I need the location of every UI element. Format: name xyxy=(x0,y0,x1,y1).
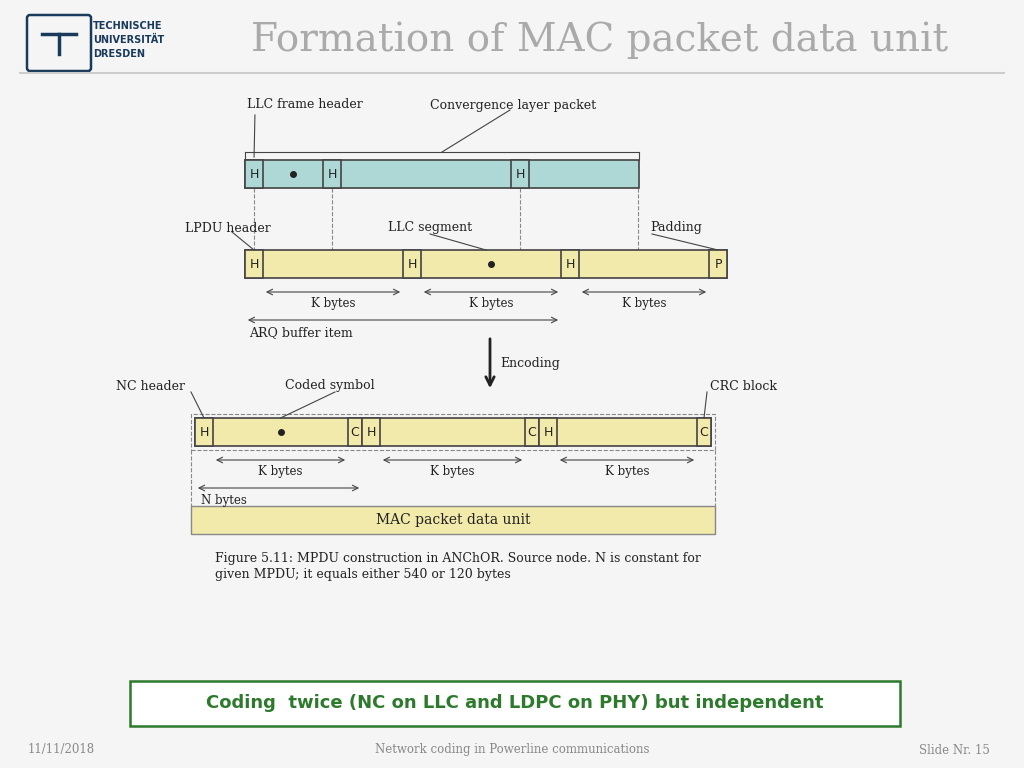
Text: K bytes: K bytes xyxy=(310,297,355,310)
Text: C: C xyxy=(350,425,359,439)
Text: Padding: Padding xyxy=(650,221,701,234)
Text: Encoding: Encoding xyxy=(500,357,560,370)
Text: Convergence layer packet: Convergence layer packet xyxy=(430,98,596,111)
Text: K bytes: K bytes xyxy=(430,465,475,478)
Text: N bytes: N bytes xyxy=(201,494,247,507)
Text: H: H xyxy=(200,425,209,439)
Text: NC header: NC header xyxy=(116,379,185,392)
Text: K bytes: K bytes xyxy=(469,297,513,310)
Text: H: H xyxy=(565,257,574,270)
Bar xyxy=(195,418,213,446)
Text: TECHNISCHE: TECHNISCHE xyxy=(93,21,163,31)
Text: Coding  twice (NC on LLC and LDPC on PHY) but independent: Coding twice (NC on LLC and LDPC on PHY)… xyxy=(206,694,823,713)
Text: C: C xyxy=(699,425,709,439)
Text: UNIVERSITÄT: UNIVERSITÄT xyxy=(93,35,164,45)
Bar xyxy=(245,160,263,188)
Bar xyxy=(323,160,341,188)
Text: K bytes: K bytes xyxy=(605,465,649,478)
Bar xyxy=(561,250,579,278)
Bar xyxy=(130,681,900,726)
Bar xyxy=(511,160,529,188)
Text: H: H xyxy=(328,167,337,180)
Text: MAC packet data unit: MAC packet data unit xyxy=(376,513,530,527)
Bar xyxy=(697,418,711,446)
Bar xyxy=(191,506,715,534)
Bar xyxy=(525,418,539,446)
Bar xyxy=(245,160,639,188)
Text: H: H xyxy=(249,167,259,180)
Text: given MPDU; it equals either 540 or 120 bytes: given MPDU; it equals either 540 or 120 … xyxy=(215,568,511,581)
Text: H: H xyxy=(367,425,376,439)
Text: Slide Nr. 15: Slide Nr. 15 xyxy=(920,743,990,756)
Bar xyxy=(348,418,362,446)
Bar xyxy=(245,250,727,278)
Bar xyxy=(362,418,380,446)
Bar xyxy=(403,250,421,278)
Text: H: H xyxy=(515,167,524,180)
Text: K bytes: K bytes xyxy=(258,465,303,478)
Text: H: H xyxy=(408,257,417,270)
Text: LLC frame header: LLC frame header xyxy=(247,98,362,111)
Text: Coded symbol: Coded symbol xyxy=(286,379,375,392)
Text: K bytes: K bytes xyxy=(622,297,667,310)
Text: P: P xyxy=(715,257,722,270)
Bar xyxy=(195,418,711,446)
Text: Formation of MAC packet data unit: Formation of MAC packet data unit xyxy=(252,22,948,58)
Text: H: H xyxy=(544,425,553,439)
Text: LPDU header: LPDU header xyxy=(185,221,270,234)
Bar xyxy=(709,250,727,278)
Bar xyxy=(539,418,557,446)
Text: DRESDEN: DRESDEN xyxy=(93,49,145,59)
Text: Network coding in Powerline communications: Network coding in Powerline communicatio… xyxy=(375,743,649,756)
Bar xyxy=(245,250,263,278)
Text: LLC segment: LLC segment xyxy=(388,221,472,234)
Text: C: C xyxy=(527,425,537,439)
Text: H: H xyxy=(249,257,259,270)
Text: Figure 5.11: MPDU construction in ANChOR. Source node. N is constant for: Figure 5.11: MPDU construction in ANChOR… xyxy=(215,552,700,565)
Text: 11/11/2018: 11/11/2018 xyxy=(28,743,95,756)
Text: ARQ buffer item: ARQ buffer item xyxy=(249,326,352,339)
Text: CRC block: CRC block xyxy=(710,379,777,392)
